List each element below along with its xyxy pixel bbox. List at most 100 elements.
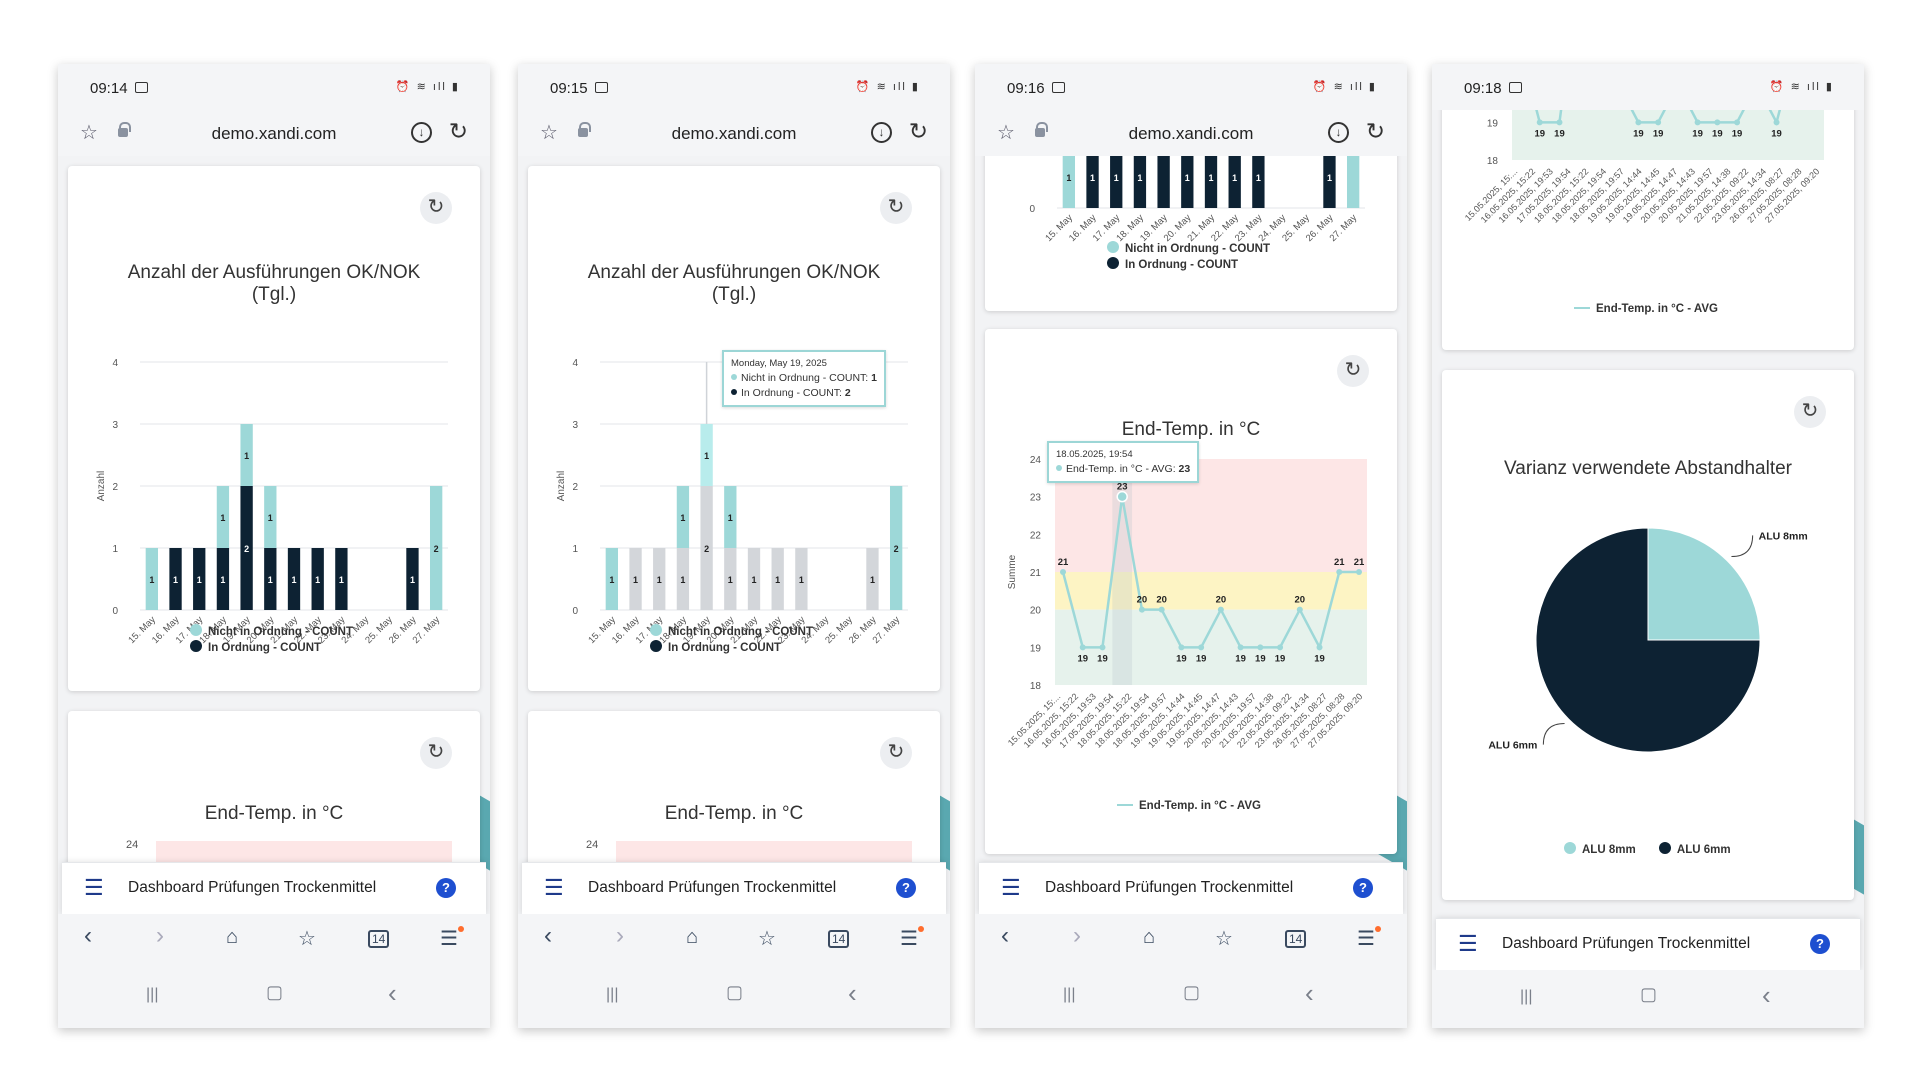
- recent-apps-icon[interactable]: |||: [1520, 988, 1533, 1005]
- reload-icon[interactable]: ↻: [908, 118, 928, 144]
- data-point: [1099, 644, 1106, 651]
- refresh-icon[interactable]: ↻: [880, 192, 912, 224]
- dashboard-title: Dashboard Prüfungen Trockenmittel: [588, 879, 837, 896]
- tabs-icon[interactable]: 14: [828, 930, 850, 948]
- url-text[interactable]: demo.xandi.com: [211, 124, 337, 143]
- legend-item-alu6[interactable]: ALU 6mm: [1658, 842, 1731, 856]
- home-icon[interactable]: ⌂: [1143, 926, 1156, 948]
- phone-screen-3: 09:16 ⏰ ≋ ıll ▮ ☆ demo.xandi.com ↓ ↻ 0 1 2…: [975, 64, 1407, 1028]
- legend-item-ok[interactable]: In Ordnung - COUNT: [650, 640, 813, 656]
- bar-segment: [216, 548, 230, 610]
- legend-item-ok[interactable]: In Ordnung - COUNT: [1107, 257, 1270, 273]
- recent-apps-icon[interactable]: |||: [146, 986, 159, 1003]
- threshold-band: [1055, 572, 1367, 610]
- help-icon[interactable]: ?: [1353, 878, 1373, 898]
- menu-icon[interactable]: ☰: [900, 928, 918, 950]
- y-tick-label: 20: [1030, 606, 1042, 617]
- point-data-label: 19: [1771, 128, 1782, 139]
- refresh-icon[interactable]: ↻: [880, 737, 912, 769]
- gallery-icon: [1509, 82, 1522, 93]
- tabs-icon[interactable]: 14: [368, 930, 390, 948]
- recent-apps-icon[interactable]: |||: [1063, 986, 1076, 1003]
- legend-item-nok[interactable]: Nicht in Ordnung - COUNT: [650, 624, 813, 640]
- url-bar: ☆ demo.xandi.com ↓ ↻: [975, 110, 1407, 156]
- point-data-label: 19: [1097, 653, 1108, 664]
- y-axis-label: Summe: [1007, 554, 1018, 589]
- legend-item-nok[interactable]: Nicht in Ordnung - COUNT: [1107, 241, 1270, 257]
- point-data-label: 20: [1156, 595, 1167, 606]
- url-text[interactable]: demo.xandi.com: [1128, 124, 1254, 143]
- refresh-icon[interactable]: ↻: [1794, 396, 1826, 428]
- forward-icon[interactable]: ›: [156, 922, 164, 949]
- y-tick-label: 18: [1487, 156, 1499, 167]
- legend-item-ok[interactable]: In Ordnung - COUNT: [190, 640, 353, 656]
- system-back-icon[interactable]: ‹: [388, 978, 397, 1008]
- home-button-icon[interactable]: ▢: [726, 982, 744, 1002]
- bar-data-label: 1: [410, 575, 415, 585]
- url-text[interactable]: demo.xandi.com: [671, 124, 797, 143]
- page-viewport[interactable]: ↻ Anzahl der Ausführungen OK/NOK (Tgl.) 0…: [518, 156, 950, 924]
- hamburger-menu-icon[interactable]: ☰: [1001, 875, 1021, 900]
- bookmarks-icon[interactable]: ☆: [758, 928, 776, 950]
- phone-screen-4: 09:18 ⏰ ≋ ıll ▮ 18192021222324Summe21191…: [1432, 64, 1864, 1028]
- legend-item-avg[interactable]: End-Temp. in °C - AVG: [1574, 302, 1718, 317]
- help-icon[interactable]: ?: [896, 878, 916, 898]
- menu-icon[interactable]: ☰: [440, 928, 458, 950]
- back-icon[interactable]: ‹: [84, 922, 92, 949]
- refresh-icon[interactable]: ↻: [420, 192, 452, 224]
- recent-apps-icon[interactable]: |||: [606, 986, 619, 1003]
- system-back-icon[interactable]: ‹: [1305, 978, 1314, 1008]
- bar-segment: [1228, 156, 1241, 208]
- help-icon[interactable]: ?: [1810, 934, 1830, 954]
- bookmarks-icon[interactable]: ☆: [1215, 928, 1233, 950]
- forward-icon[interactable]: ›: [1073, 922, 1081, 949]
- dashboard-bottom-bar: ☰ Dashboard Prüfungen Trockenmittel ?: [62, 862, 486, 914]
- pie-slice: [1647, 527, 1761, 641]
- hamburger-menu-icon[interactable]: ☰: [84, 875, 104, 900]
- system-back-icon[interactable]: ‹: [1762, 980, 1771, 1010]
- bar-segment: [700, 486, 713, 610]
- bookmark-star-icon[interactable]: ☆: [540, 122, 558, 144]
- back-icon[interactable]: ‹: [1001, 922, 1009, 949]
- bookmark-star-icon[interactable]: ☆: [997, 122, 1015, 144]
- help-icon[interactable]: ?: [436, 878, 456, 898]
- download-icon[interactable]: ↓: [1328, 122, 1349, 143]
- legend-item-nok[interactable]: Nicht in Ordnung - COUNT: [190, 624, 353, 640]
- home-icon[interactable]: ⌂: [226, 926, 239, 948]
- dashboard-bottom-bar: ☰ Dashboard Prüfungen Trockenmittel ?: [522, 862, 946, 914]
- page-viewport[interactable]: 18192021222324Summe211919232020191920191…: [1432, 110, 1864, 930]
- pie-leader-line: [1731, 535, 1754, 558]
- system-back-icon[interactable]: ‹: [848, 978, 857, 1008]
- home-button-icon[interactable]: ▢: [1183, 982, 1201, 1002]
- menu-icon[interactable]: ☰: [1357, 928, 1375, 950]
- bar-segment: [1110, 156, 1123, 208]
- bookmarks-icon[interactable]: ☆: [298, 928, 316, 950]
- point-data-label: 20: [1216, 595, 1227, 606]
- reload-icon[interactable]: ↻: [1365, 118, 1385, 144]
- refresh-icon[interactable]: ↻: [1337, 355, 1369, 387]
- tabs-icon[interactable]: 14: [1285, 930, 1307, 948]
- hamburger-menu-icon[interactable]: ☰: [544, 875, 564, 900]
- back-icon[interactable]: ‹: [544, 922, 552, 949]
- download-icon[interactable]: ↓: [411, 122, 432, 143]
- bar-data-label: 2: [434, 544, 439, 554]
- home-icon[interactable]: ⌂: [686, 926, 699, 948]
- home-button-icon[interactable]: ▢: [266, 982, 284, 1002]
- legend-item-alu8[interactable]: ALU 8mm: [1564, 842, 1636, 856]
- bar-data-label: 1: [149, 575, 154, 585]
- data-point: [1138, 606, 1145, 613]
- legend-item-avg[interactable]: End-Temp. in °C - AVG: [1117, 799, 1261, 814]
- reload-icon[interactable]: ↻: [448, 118, 468, 144]
- bar-segment: [1062, 156, 1076, 208]
- refresh-icon[interactable]: ↻: [420, 737, 452, 769]
- forward-icon[interactable]: ›: [616, 922, 624, 949]
- home-button-icon[interactable]: ▢: [1640, 984, 1658, 1004]
- point-data-label: 19: [1554, 128, 1565, 139]
- bookmark-star-icon[interactable]: ☆: [80, 122, 98, 144]
- data-point: [1296, 606, 1303, 613]
- download-icon[interactable]: ↓: [871, 122, 892, 143]
- page-viewport[interactable]: ↻ Anzahl der Ausführungen OK/NOK (Tgl.) 0…: [58, 156, 490, 924]
- hamburger-menu-icon[interactable]: ☰: [1458, 931, 1478, 956]
